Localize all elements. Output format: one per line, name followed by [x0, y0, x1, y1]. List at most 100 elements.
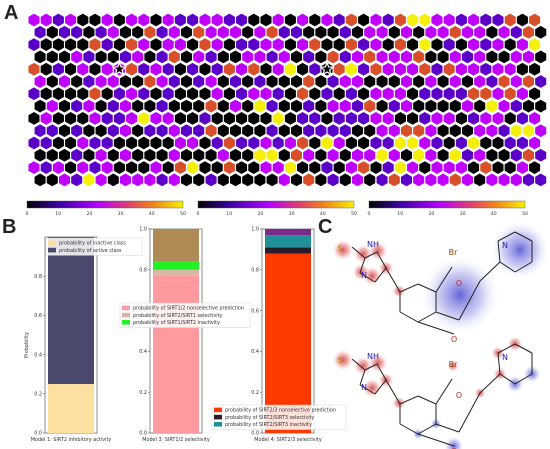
som-cell: [290, 147, 303, 163]
som-cell: [112, 12, 126, 28]
y-tick-label: 0.4: [251, 349, 259, 355]
som-cell: [326, 123, 340, 139]
colorbar-tick-label: 50: [180, 211, 186, 217]
colorbar-tick-label: 50: [351, 211, 357, 217]
som-cell: [430, 110, 444, 126]
som-cell: [51, 110, 65, 126]
y-tick-label: 0.2: [251, 390, 259, 396]
som-cell: [497, 172, 511, 188]
som-cell: [180, 98, 193, 114]
som-cell: [100, 135, 114, 151]
som-cell: [283, 135, 297, 151]
som-cell: [522, 147, 535, 163]
som-cell: [314, 98, 328, 114]
som-cell: [216, 147, 230, 163]
som-cell: [155, 147, 169, 163]
colorbar: [26, 200, 184, 209]
som-cell: [528, 12, 542, 28]
som-cell: [58, 74, 71, 89]
som-cell: [125, 110, 139, 126]
som-cell: [247, 12, 261, 28]
som-cell: [112, 86, 126, 102]
som-cell: [406, 12, 420, 28]
som-cell: [88, 135, 102, 151]
som-cell: [106, 24, 120, 40]
colorbar-tick-label: 30: [460, 211, 466, 217]
som-cell: [241, 49, 255, 65]
som-cell: [137, 61, 151, 77]
som-cell: [363, 49, 377, 65]
som-cell: [155, 98, 169, 114]
som-cell: [265, 123, 279, 139]
som-cell: [33, 123, 47, 139]
bond: [514, 373, 533, 385]
som-cell: [106, 147, 120, 163]
som-cell: [308, 12, 322, 28]
som-cell: [418, 160, 432, 176]
bond: [399, 423, 419, 435]
bar-segment: [265, 253, 311, 433]
som-cell: [51, 86, 65, 102]
atom-highlight: [353, 244, 373, 264]
som-cell: [70, 49, 84, 65]
som-cell: [51, 135, 65, 151]
som-cell: [534, 24, 548, 40]
som-cell: [143, 172, 157, 188]
molecule-top: S NH N Br O O N: [332, 220, 550, 344]
som-cell: [320, 12, 334, 28]
som-cell: [167, 24, 181, 40]
bond: [364, 363, 378, 371]
bond: [351, 246, 366, 259]
som-cell: [302, 147, 316, 163]
som-cell: [332, 160, 346, 176]
som-cell: [430, 160, 444, 176]
colorbar-tick-label: 0: [26, 211, 29, 217]
som-cell: [351, 49, 364, 65]
som-cell: [344, 160, 358, 176]
som-cell: [369, 12, 383, 28]
bond: [359, 384, 376, 395]
bar-segment: [265, 235, 311, 248]
som-cell: [515, 61, 529, 77]
atom-label: O: [451, 335, 457, 344]
som-cell: [45, 123, 59, 139]
som-cell: [39, 160, 53, 176]
bond: [458, 392, 481, 433]
som-cell: [64, 12, 78, 28]
query-star-icon: [319, 61, 335, 76]
atom-label: O: [456, 279, 462, 288]
som-cell: [192, 147, 206, 163]
som-cell: [534, 49, 548, 65]
som-cell: [192, 49, 206, 65]
som-cell: [155, 74, 169, 89]
colorbar-tick-label: 40: [149, 211, 155, 217]
colorbar: [368, 200, 526, 209]
atom-label: O: [451, 447, 457, 449]
som-cell: [94, 24, 108, 40]
atom-label: NH: [367, 352, 379, 361]
som-cell: [290, 49, 303, 65]
som-cell: [186, 160, 200, 176]
chart-1: 0.0 0.2 0.4 0.6 0.8 Model 1: SIRT2 inhibitory…: [24, 236, 143, 443]
som-cell: [387, 74, 401, 89]
y-axis-label: Probability: [24, 332, 30, 358]
som-cell: [344, 37, 358, 53]
som-cell: [326, 147, 340, 163]
som-cell: [467, 61, 481, 77]
som-cell: [229, 172, 242, 188]
som-cell: [406, 86, 420, 102]
som-cell: [137, 160, 151, 176]
legend-swatch: [214, 422, 222, 427]
som-cell: [503, 160, 517, 176]
bond: [359, 257, 366, 274]
bond: [364, 251, 378, 259]
som-cell: [461, 172, 474, 188]
som-cell: [235, 12, 249, 28]
som-cell: [296, 110, 310, 126]
som-cell: [491, 160, 505, 176]
som-cell: [418, 12, 432, 28]
som-cell: [210, 135, 224, 151]
bond: [385, 267, 401, 293]
som-cell: [387, 49, 401, 65]
som-cell: [259, 160, 273, 176]
